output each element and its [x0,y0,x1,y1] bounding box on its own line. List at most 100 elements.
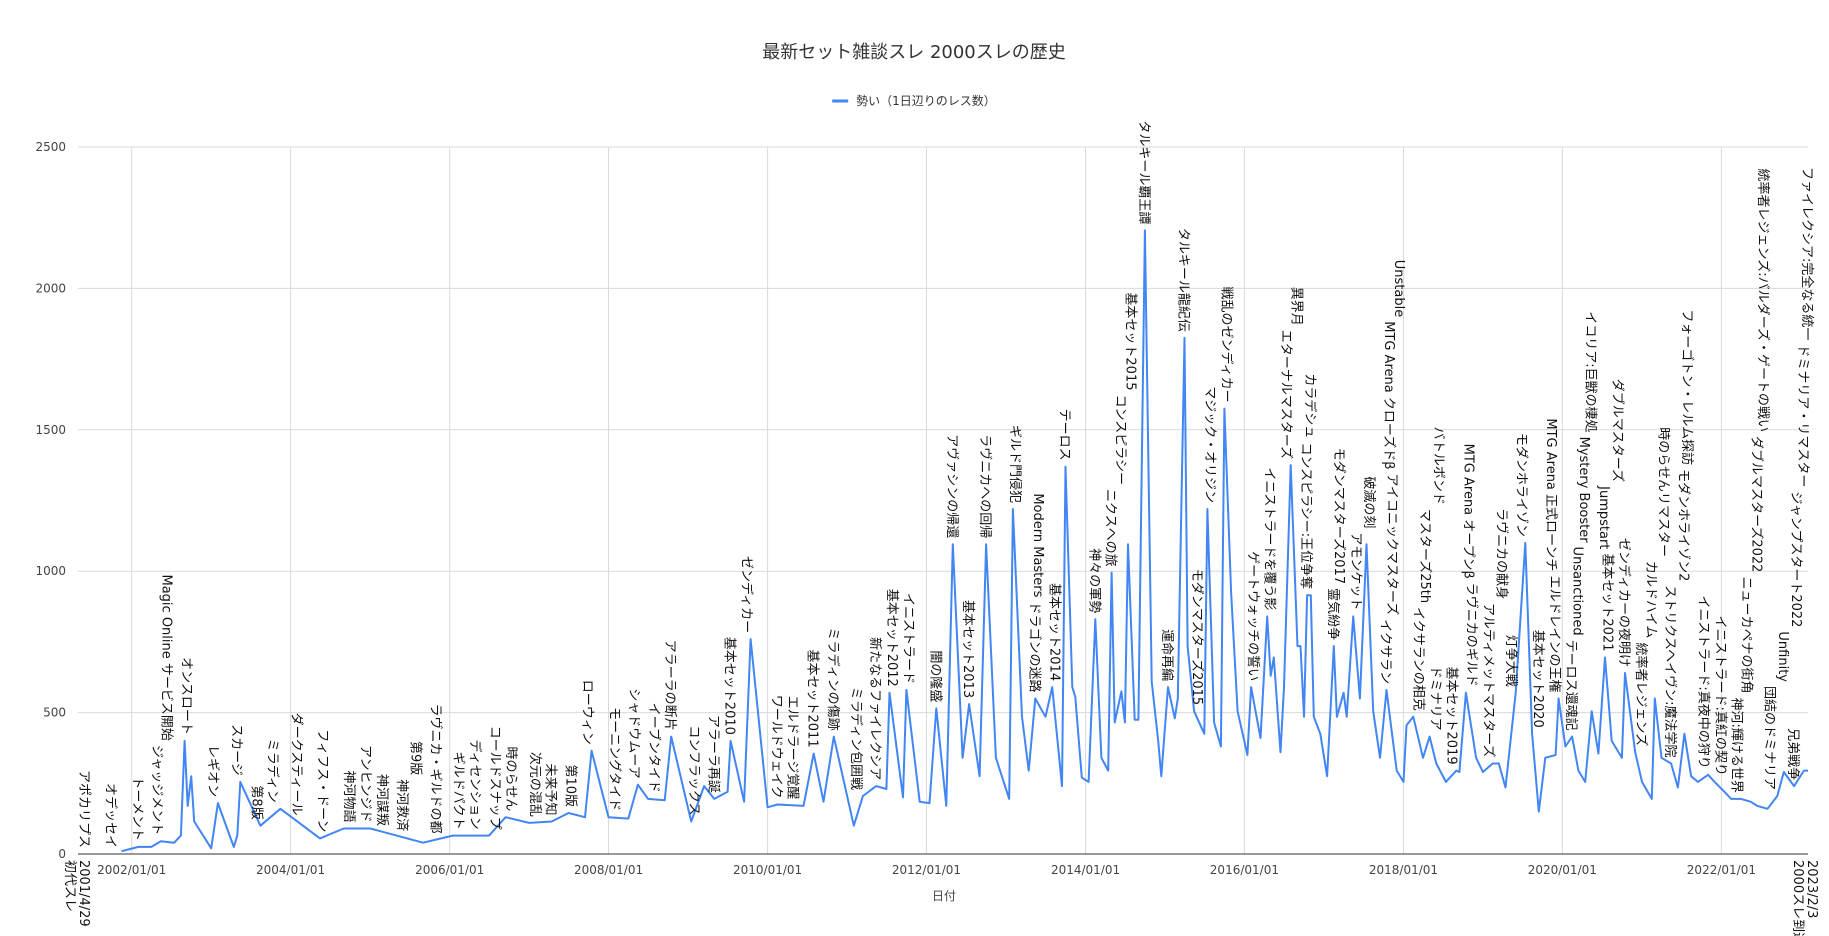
annotation: イニストラードを覆う影 [1262,467,1277,610]
x-tick-label: 2018/01/01 [1369,863,1438,877]
annotation: カラデシュ [1302,373,1318,438]
annotation: タルキール龍紀伝 [1176,228,1192,332]
annotation: ミラディン包囲戦 [848,687,864,790]
annotation: 基本セット2010 [722,637,737,735]
annotation: ゼンディカー [739,556,755,633]
axis-note: 2023/2/3 [1804,860,1819,918]
annotation: オンスロート [179,657,194,735]
y-tick-label: 1000 [35,564,66,578]
annotation: Magic Online サービス開始 [159,574,174,740]
annotation: 基本セット2019 [1444,667,1459,765]
x-tick-label: 2006/01/01 [415,863,484,877]
x-tick-label: 2014/01/01 [1051,863,1120,877]
annotation: 時のらせんリマスター [1656,427,1671,557]
y-tick-label: 500 [43,706,66,720]
annotation: アルティメットマスターズ [1481,603,1497,757]
annotation: 未来予知 [543,763,559,815]
legend: 勢い（1日辺りのレス数） [832,93,996,108]
annotation: ギルドパクト [451,752,466,830]
annotation: 闇の隆盛 [927,650,942,702]
annotation: 基本セット2011 [805,650,820,748]
annotation: エルドレインの王権 [1547,575,1563,692]
annotation: テーロス [1057,409,1072,461]
annotation: コンスピラシー [1112,395,1127,485]
annotation: フォーゴトン・レルム探訪 [1679,309,1695,465]
annotation: アポカリプス [76,770,91,848]
annotation: 神々の軍勢 [1086,548,1101,613]
x-tick-label: 2008/01/01 [574,863,643,877]
annotation: 基本セット2020 [1530,630,1545,728]
annotation: 第10版 [563,764,578,807]
annotation: ミラディン [265,739,281,803]
annotation: カルドハイム [1643,561,1658,638]
axis-note: 2001/4/29 [76,860,91,927]
annotation: アイコニックマスターズ [1384,473,1400,615]
axis-note: 初代スレ [62,860,77,912]
annotation: 統率者レジェンズ:バルダーズ・ゲートの戦い [1755,169,1771,432]
legend-label: 勢い（1日辺りのレス数） [856,93,996,108]
annotation: エターナルマスターズ [1278,330,1294,459]
annotation: 霊気紛争 [1325,588,1341,640]
x-tick-label: 2016/01/01 [1210,863,1279,877]
annotation: MTG Arena 正式ローンチ [1543,418,1558,571]
annotation: バトルボンド [1430,427,1445,505]
data-line [121,229,1808,853]
annotation: 基本セット2013 [960,600,975,698]
annotation: 兄弟戦争 [1785,728,1800,780]
y-tick-label: 1500 [35,423,66,437]
annotation: テーロス還魂記 [1563,640,1579,731]
grid [78,146,1808,855]
annotation: イニストラード [901,593,916,684]
annotation: オデッセイ [103,783,119,848]
annotation: 破滅の刻 [1361,476,1376,528]
annotation: ダークスティール [288,713,303,816]
annotation: Modern Masters [1030,493,1045,597]
annotation: ラヴニカの献身 [1494,508,1510,599]
annotation: アモンケット [1348,532,1363,610]
annotation: Unsanctioned [1569,547,1584,636]
annotation: スカージ [228,724,243,776]
annotation: MTG Arena クローズドβ [1381,321,1397,469]
annotation: ニクスへの旅 [1103,489,1118,567]
annotation: イニストラード:真夜中の狩り [1695,595,1710,768]
annotation: シャドウムーア [626,688,641,778]
annotation: 統率者レジェンズ [1633,642,1649,746]
annotation: アヴァシンの帰還 [944,434,960,538]
annotation: 団結のドミナリア [1762,686,1777,790]
annotation: 神河物語 [341,770,357,822]
annotation: モーニングタイド [606,707,621,811]
annotation: ラヴニカのギルド [1464,583,1480,687]
annotation: イクサランの相克 [1410,607,1425,711]
annotation: イニストラード:真紅の契り [1712,616,1727,776]
annotation: イコリア:巨獣の棲処 [1583,311,1598,432]
annotation: イーブンタイド [646,703,662,793]
x-tick-label: 2010/01/01 [733,863,802,877]
annotation: ドラゴンの迷路 [1026,601,1042,692]
annotation: ストリクスヘイヴン:魔法学院 [1662,585,1678,757]
annotation: 戦乱のゼンディカー [1218,287,1234,403]
annotation: ドミナリア・リマスター [1795,344,1810,487]
annotation: ゲートウォッチの誓い [1245,551,1260,681]
annotation: モダンマスターズ2015 [1189,569,1205,705]
annotation: アラーラの断片 [662,640,677,731]
annotation: MTG Arena オープンβ [1461,444,1476,579]
annotation: ジャンプスタート2022 [1788,491,1803,627]
annotation: アンヒンジド [358,745,373,822]
annotation: ファイレクシア:完全なる統一 [1799,167,1815,340]
x-tick-label: 2012/01/01 [892,863,961,877]
annotation: ジャッジメント [149,745,164,835]
annotation: ダブルマスターズ [1610,379,1626,482]
annotation: トーメント [130,776,145,840]
annotation: 異界月 [1289,287,1304,326]
annotation: レギオン [205,745,220,797]
annotation: Jumpstart [1596,485,1611,549]
annotation: ラヴニカ・ギルドの都 [427,703,443,833]
y-tick-label: 2500 [35,140,66,154]
annotation: モダンホライゾン2 [1675,469,1690,581]
annotation: 第8版 [248,785,263,819]
annotation: 時のらせん [503,746,518,811]
annotation: ラヴニカへの回帰 [977,434,993,538]
annotation: モダンホライゾン [1513,433,1528,537]
annotation: ゼンディカーの夜明け [1616,538,1632,667]
